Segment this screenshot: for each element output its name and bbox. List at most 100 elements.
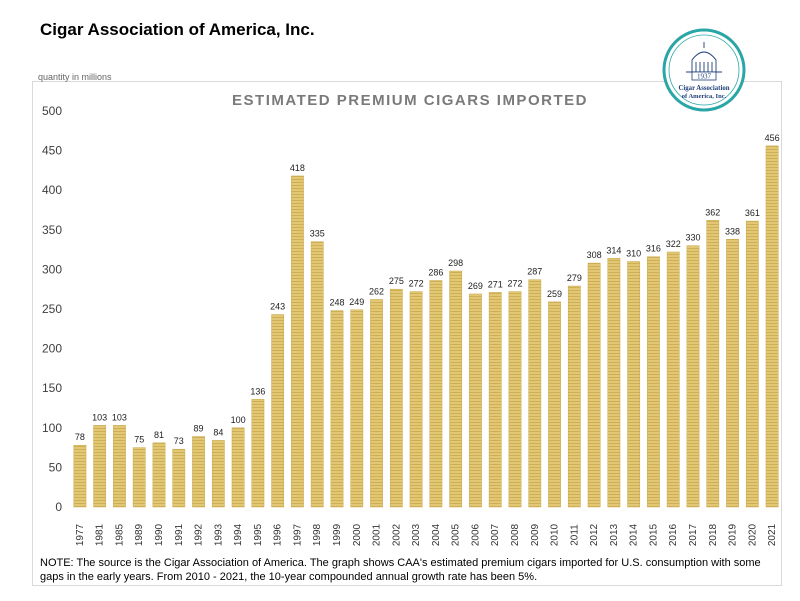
data-label: 361 (745, 208, 760, 218)
x-tick-label: 1997 (292, 523, 303, 546)
data-label: 103 (112, 412, 127, 422)
x-tick-label: 2018 (708, 523, 719, 546)
bar-2021 (765, 145, 779, 508)
bar-2012 (587, 262, 601, 508)
x-tick-label: 2005 (451, 523, 462, 546)
data-label: 272 (409, 279, 424, 289)
data-label: 308 (587, 250, 602, 260)
x-tick-label: 2008 (510, 523, 521, 546)
data-label: 84 (213, 427, 223, 437)
bar-2019 (726, 239, 739, 508)
x-tick-label: 2020 (747, 523, 758, 546)
bar-1999 (330, 310, 344, 508)
x-tick-label: 1998 (312, 523, 323, 546)
bar-1977 (73, 444, 87, 508)
bar-1995 (251, 399, 265, 508)
bar-1991 (172, 448, 186, 508)
x-tick-label: 1990 (154, 523, 165, 546)
data-label: 418 (290, 163, 305, 173)
y-tick-label: 0 (55, 500, 62, 514)
x-tick-label: 2007 (490, 523, 501, 546)
bar-2004 (429, 280, 443, 508)
bar-2000 (350, 309, 364, 508)
logo-year: 1937 (697, 73, 712, 81)
data-label: 75 (134, 435, 144, 445)
bar-1994 (231, 427, 245, 508)
x-tick-label: 1977 (75, 523, 86, 546)
y-tick-label: 500 (42, 104, 62, 118)
x-tick-label: 1996 (273, 523, 284, 546)
bar-1981 (93, 425, 107, 508)
bar-2017 (686, 245, 700, 508)
x-tick-label: 2019 (728, 523, 739, 546)
bar-2005 (449, 270, 463, 508)
data-label: 275 (389, 276, 404, 286)
data-label: 78 (75, 432, 85, 442)
data-label: 279 (567, 273, 582, 283)
x-tick-label: 2015 (648, 523, 659, 546)
bar-2015 (647, 256, 660, 508)
data-label: 81 (154, 430, 164, 440)
data-label: 73 (174, 436, 184, 446)
x-tick-label: 2009 (530, 523, 541, 546)
data-label: 243 (270, 302, 285, 312)
y-tick-label: 200 (42, 342, 62, 356)
bar-1996 (271, 314, 285, 508)
data-label: 316 (646, 244, 661, 254)
data-label: 271 (488, 279, 503, 289)
chart-frame (32, 81, 782, 586)
cigar-association-logo: 1937 Cigar Association of America, Inc. (662, 28, 746, 112)
x-tick-label: 2002 (391, 523, 402, 546)
x-tick-label: 1994 (233, 523, 244, 546)
bar-1997 (291, 175, 304, 508)
x-axis-ticks: 1977 1981 1985 1989 1990 1991 1992 1993 1994 1995… (75, 523, 778, 546)
logo-line1: Cigar Association (678, 85, 729, 92)
x-tick-label: 1981 (95, 523, 106, 546)
bar-2009 (528, 279, 542, 508)
data-label: 248 (329, 298, 344, 308)
bar-2006 (469, 293, 482, 508)
x-tick-label: 2017 (688, 523, 699, 546)
x-tick-label: 2013 (609, 523, 620, 546)
bar-2018 (706, 220, 720, 508)
x-tick-label: 1985 (114, 523, 125, 546)
bar-2010 (548, 301, 561, 508)
data-label: 330 (685, 233, 700, 243)
x-tick-label: 1992 (194, 523, 205, 546)
data-label: 298 (448, 258, 463, 268)
data-label: 456 (765, 133, 780, 143)
bar-2002 (389, 288, 403, 508)
data-label: 89 (194, 424, 204, 434)
y-tick-label: 250 (42, 302, 62, 316)
x-tick-label: 1989 (134, 523, 145, 546)
x-tick-label: 1995 (253, 523, 264, 546)
bar-2001 (370, 299, 383, 508)
bar-2003 (409, 291, 423, 508)
y-tick-label: 100 (42, 421, 62, 435)
data-label: 100 (231, 415, 246, 425)
x-tick-label: 2014 (629, 523, 640, 546)
y-tick-label: 150 (42, 381, 62, 395)
bar-2007 (488, 292, 502, 508)
data-label: 314 (606, 245, 621, 255)
x-tick-label: 2000 (352, 523, 363, 546)
bar-2016 (666, 251, 680, 508)
data-label: 287 (527, 267, 542, 277)
x-tick-label: 1993 (213, 523, 224, 546)
logo-line2: of America, Inc. (682, 93, 727, 100)
data-label: 310 (626, 248, 641, 258)
footnote: NOTE: The source is the Cigar Associatio… (40, 557, 761, 583)
bar-1985 (113, 425, 126, 508)
y-tick-label: 400 (42, 183, 62, 197)
x-tick-label: 1999 (332, 523, 343, 546)
x-tick-label: 2004 (431, 523, 442, 546)
y-tick-label: 450 (42, 144, 62, 158)
bar-1989 (132, 447, 146, 508)
x-tick-label: 1991 (174, 523, 185, 546)
y-tick-label: 300 (42, 262, 62, 276)
data-label: 269 (468, 281, 483, 291)
data-label: 136 (250, 386, 265, 396)
data-label: 338 (725, 226, 740, 236)
bar-1998 (310, 241, 324, 508)
